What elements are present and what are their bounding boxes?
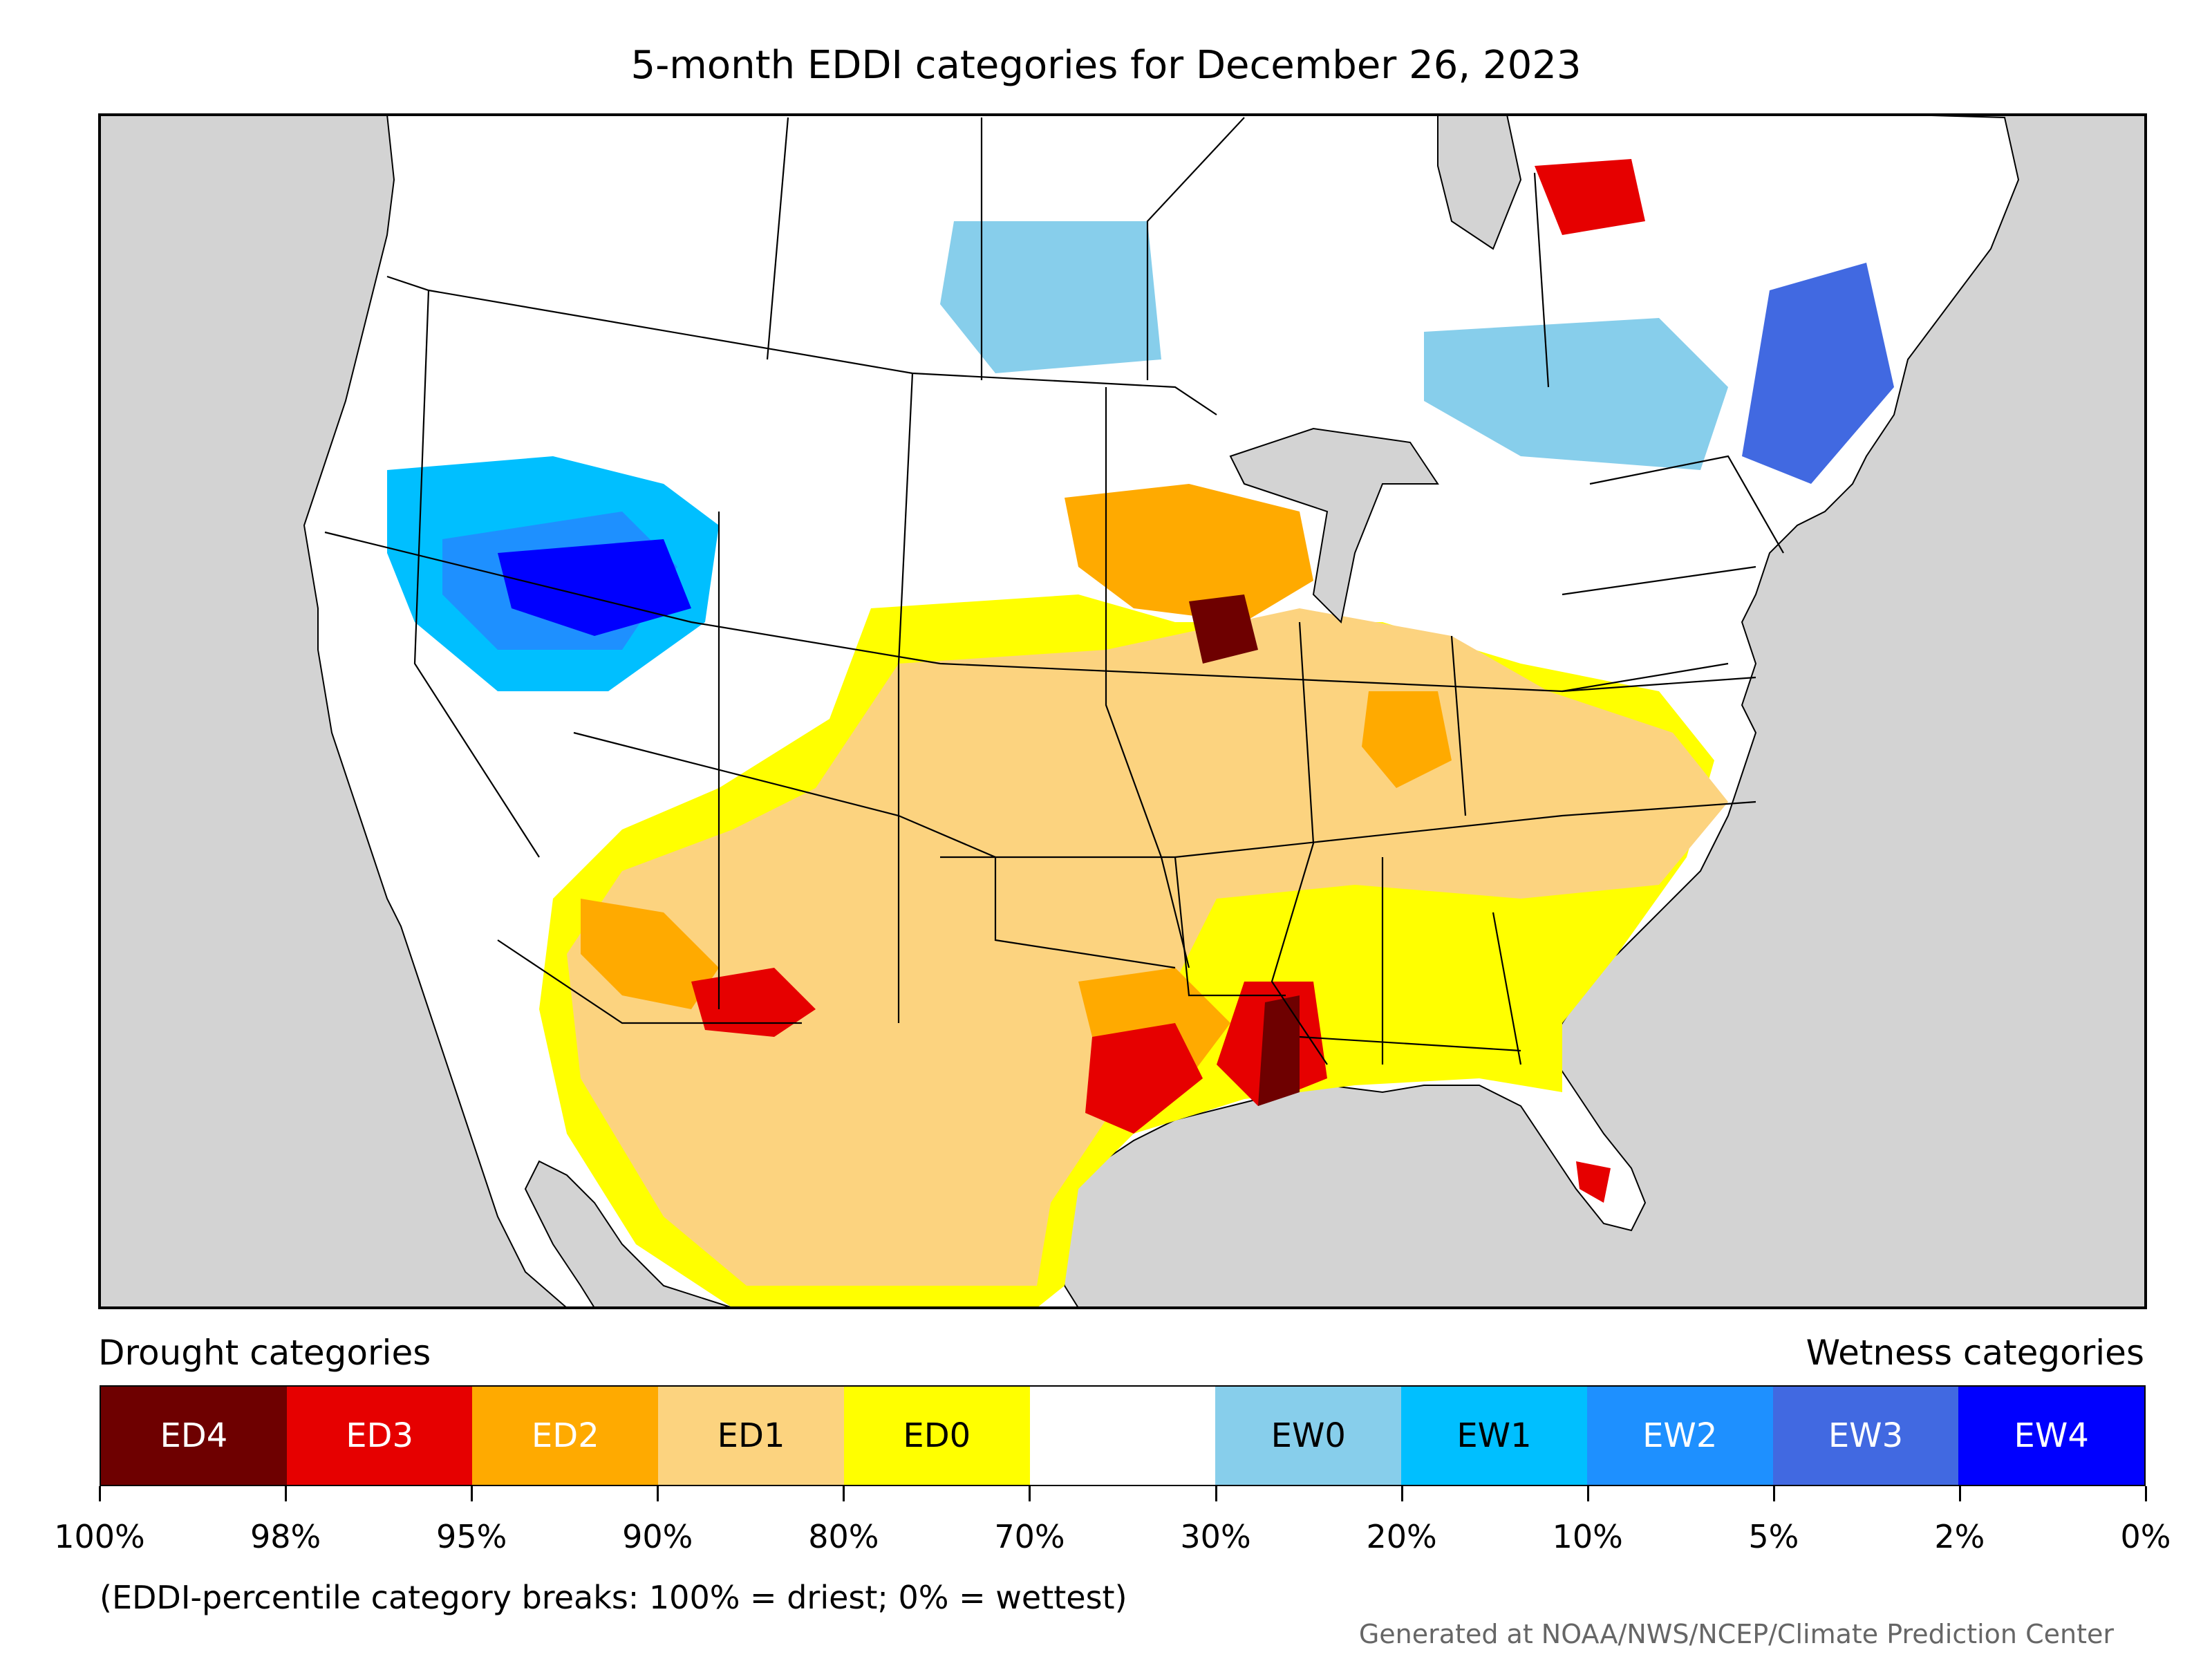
drought-caption: Drought categories: [98, 1333, 431, 1373]
ew0-region-north: [940, 221, 1161, 373]
ed3-region-newmexico: [691, 968, 816, 1037]
ed2-region-southwest: [581, 899, 719, 1009]
category-colorbar: ED4 ED3 ED2 ED1 ED0 EW0 EW1 EW2 EW3 EW4: [100, 1385, 2146, 1486]
map-frame: [98, 113, 2147, 1309]
colorbar-tick-label: 100%: [54, 1518, 145, 1555]
colorbar-tick-label: 98%: [250, 1518, 321, 1555]
legend-segment-ed2: ED2: [472, 1387, 659, 1485]
colorbar-tick-label: 5%: [1748, 1518, 1799, 1555]
colorbar-tick: [1586, 1486, 1589, 1501]
colorbar-tick-label: 2%: [1934, 1518, 1985, 1555]
map-title: 5-month EDDI categories for December 26,…: [630, 43, 1582, 88]
colorbar-tick: [471, 1486, 474, 1501]
wetness-caption: Wetness categories: [1806, 1333, 2144, 1373]
ew3-region-northeast: [1742, 263, 1894, 484]
colorbar-tick-label: 70%: [994, 1518, 1065, 1555]
legend-segment-ew1: EW1: [1401, 1387, 1587, 1485]
ed3-region-texas-gulf: [1085, 1023, 1203, 1134]
political-borders: [324, 117, 1784, 1065]
legend-segment-ed0: ED0: [843, 1387, 1030, 1485]
colorbar-tick: [1958, 1486, 1961, 1501]
colorbar-tick: [1029, 1486, 1031, 1501]
colorbar-tick: [843, 1486, 845, 1501]
ed2-region-ohio: [1362, 691, 1452, 788]
percentile-note: (EDDI-percentile category breaks: 100% =…: [100, 1579, 1127, 1616]
legend-segment-ew4: EW4: [1958, 1387, 2145, 1485]
legend-segment-ew3: EW3: [1772, 1387, 1959, 1485]
ed1-region: [567, 608, 1728, 1286]
credit-text: Generated at NOAA/NWS/NCEP/Climate Predi…: [1358, 1619, 2114, 1649]
colorbar-tick-label: 10%: [1552, 1518, 1623, 1555]
colorbar-tick: [285, 1486, 288, 1501]
great-lakes: [1229, 427, 1439, 624]
colorbar-tick: [657, 1486, 659, 1501]
colorbar-tick-label: 95%: [436, 1518, 507, 1555]
legend-segment-ew2: EW2: [1586, 1387, 1773, 1485]
ed2-region-midwest: [1065, 484, 1313, 622]
colorbar-ticks: [99, 1486, 2147, 1503]
ew4-region-utah: [498, 539, 691, 636]
ed4-region-mississippi: [1258, 995, 1300, 1106]
colorbar-tick: [99, 1486, 101, 1501]
colorbar-tick-label: 20%: [1366, 1518, 1437, 1555]
colorbar-tick: [1215, 1486, 1217, 1501]
colorbar-tick-label: 30%: [1180, 1518, 1251, 1555]
legend-segment-ed4: ED4: [101, 1387, 287, 1485]
colorbar-tick-label: 80%: [808, 1518, 879, 1555]
legend-segment-normal: [1029, 1387, 1216, 1485]
ed3-region-quebec: [1535, 159, 1645, 235]
colorbar-tick: [1400, 1486, 1403, 1501]
colorbar-tick: [1772, 1486, 1775, 1501]
colorbar-tick: [2145, 1486, 2147, 1501]
colorbar-tick-label: 0%: [2120, 1518, 2171, 1555]
legend-segment-ed3: ED3: [286, 1387, 473, 1485]
ed4-region-iowa: [1189, 594, 1258, 664]
colorbar-tick-label: 90%: [622, 1518, 693, 1555]
ew0-region-east: [1424, 318, 1728, 470]
legend-segment-ew0: EW0: [1215, 1387, 1402, 1485]
ed3-region-florida: [1576, 1161, 1611, 1203]
legend-segment-ed1: ED1: [658, 1387, 844, 1485]
